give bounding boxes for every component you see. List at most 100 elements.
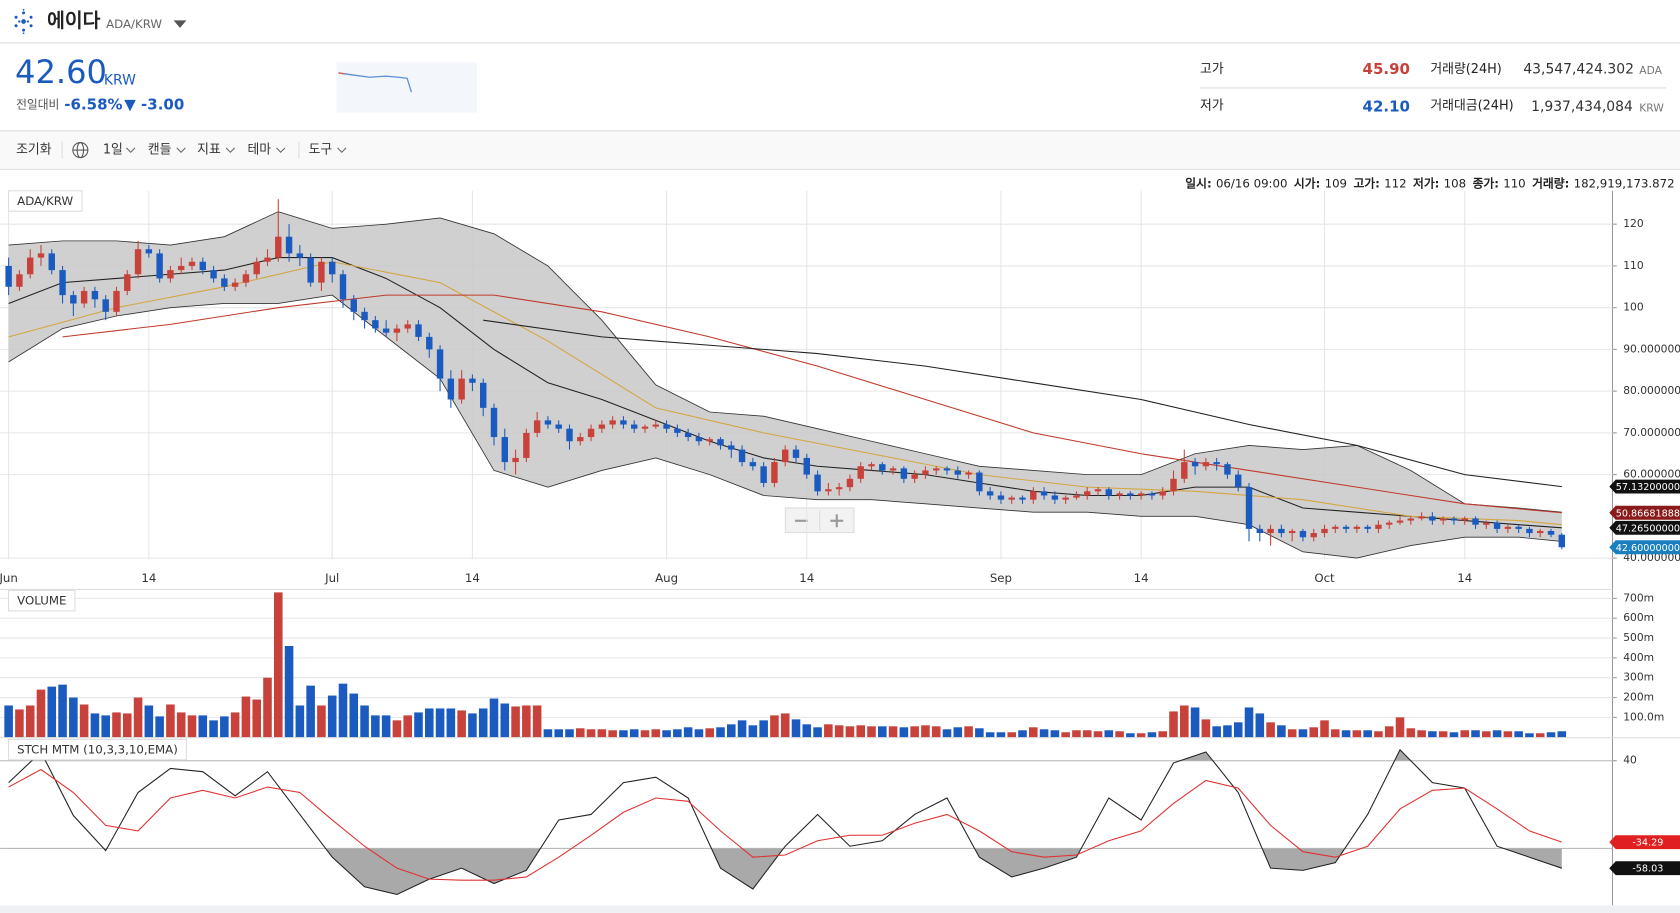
- y-tick-label: 100.0m: [1623, 710, 1664, 723]
- volume-bar: [748, 725, 758, 738]
- candle-body: [1418, 516, 1425, 519]
- chevron: [126, 147, 136, 153]
- theme-button[interactable]: 테마: [247, 143, 271, 158]
- low-label: 저가: [1200, 99, 1224, 114]
- volume-bar: [1449, 732, 1459, 738]
- chevron: [225, 147, 236, 153]
- coin-dropdown[interactable]: [173, 20, 187, 28]
- candle-body: [1407, 518, 1415, 521]
- candle-body: [760, 466, 767, 483]
- volume-bar: [252, 699, 261, 738]
- volume-bar: [1352, 730, 1362, 738]
- price-currency: KRW: [104, 72, 136, 88]
- high-label: 고가: [1200, 62, 1224, 77]
- volume-bar: [122, 713, 132, 738]
- x-tick-label: Sep: [990, 571, 1012, 585]
- candle-body: [1429, 516, 1436, 521]
- x-tick-label: 14: [1457, 571, 1472, 585]
- candle-body: [706, 439, 713, 442]
- moving-average: [8, 261, 1562, 526]
- candle-body: [1364, 526, 1371, 529]
- candle-body: [393, 328, 401, 333]
- volume-bar: [975, 728, 984, 738]
- volume-bar: [241, 696, 251, 738]
- volume-bar: [964, 726, 973, 738]
- zoom-in[interactable]: [830, 514, 844, 528]
- volume-bar: [1018, 730, 1027, 738]
- candle-body: [879, 464, 886, 471]
- plot-area: [4, 592, 1567, 738]
- candle-body: [1515, 526, 1522, 529]
- y-tick-label: 40.00000000: [1623, 551, 1680, 564]
- indicator-button[interactable]: 지표: [197, 143, 221, 158]
- candle-body: [426, 336, 433, 350]
- volume-bar: [1503, 731, 1513, 738]
- price-badge-label: -34.29: [1632, 838, 1663, 849]
- change-label: 전일대비: [16, 98, 59, 112]
- volume-bar: [1363, 730, 1372, 738]
- volume-bar: [867, 726, 876, 738]
- volume-bar: [532, 705, 542, 738]
- candle-body: [1073, 495, 1080, 498]
- volume-bar: [1384, 726, 1394, 738]
- candle-body: [609, 420, 616, 425]
- volume-bar: [1406, 728, 1416, 738]
- candle-body: [1019, 497, 1026, 500]
- volume-bar: [565, 729, 574, 738]
- interval-button[interactable]: 1일: [103, 143, 123, 158]
- volume-bar: [985, 732, 995, 738]
- volume-bar: [15, 709, 24, 738]
- candle-body: [177, 265, 185, 271]
- candle-body: [674, 428, 681, 433]
- candle-body: [145, 249, 153, 254]
- bollinger-upper: [8, 211, 1562, 513]
- volume-bar: [1374, 731, 1383, 738]
- volume-bar: [683, 727, 693, 738]
- volume-bar: [1007, 732, 1017, 738]
- candle-body: [361, 311, 368, 321]
- volume-bar: [597, 729, 607, 738]
- volume-bar: [770, 715, 779, 738]
- candle-body: [1040, 491, 1048, 496]
- volume-bar: [338, 683, 348, 738]
- volume-bar: [1180, 705, 1189, 738]
- candle-body: [933, 468, 940, 471]
- candle-body: [1472, 518, 1479, 525]
- volume-bar: [327, 695, 337, 738]
- chart-type-button[interactable]: 캔들: [148, 143, 172, 158]
- price-badge-label: -58.03: [1632, 864, 1663, 875]
- candle-body: [285, 236, 293, 254]
- candle-body: [436, 349, 444, 379]
- volume-bar: [1039, 729, 1049, 738]
- candle-body: [1245, 487, 1253, 529]
- candle-body: [868, 464, 875, 467]
- reset-button[interactable]: 조기화: [16, 143, 52, 158]
- volume-bar: [673, 729, 682, 738]
- tool-button[interactable]: 도구: [309, 143, 333, 158]
- candle-body: [404, 324, 411, 329]
- volume-bar: [619, 730, 628, 738]
- volume-bar: [392, 720, 402, 738]
- sparkline: [338, 72, 413, 93]
- candle-body: [1267, 528, 1274, 534]
- candle-body: [102, 299, 109, 312]
- volume-bar: [36, 689, 46, 738]
- info-label: 거래량:: [1532, 176, 1569, 190]
- candle-body: [814, 474, 821, 492]
- y-tick-label: 80.00000000: [1623, 384, 1680, 397]
- candle-body: [846, 478, 854, 488]
- candle-body: [156, 253, 163, 279]
- volume-bar: [522, 705, 531, 738]
- candle-body: [339, 274, 347, 300]
- candle-body: [663, 424, 670, 429]
- candle-body: [1256, 528, 1264, 534]
- volume-bar: [1029, 727, 1038, 738]
- y-tick-label: 500m: [1623, 631, 1654, 644]
- volume-bar: [1438, 731, 1448, 738]
- volume-bar: [360, 705, 369, 738]
- volume-bar: [629, 729, 639, 738]
- stch-line: [8, 768, 1562, 881]
- volume-bar: [144, 705, 154, 738]
- volume-bar: [802, 724, 812, 738]
- globe-button[interactable]: [72, 142, 89, 159]
